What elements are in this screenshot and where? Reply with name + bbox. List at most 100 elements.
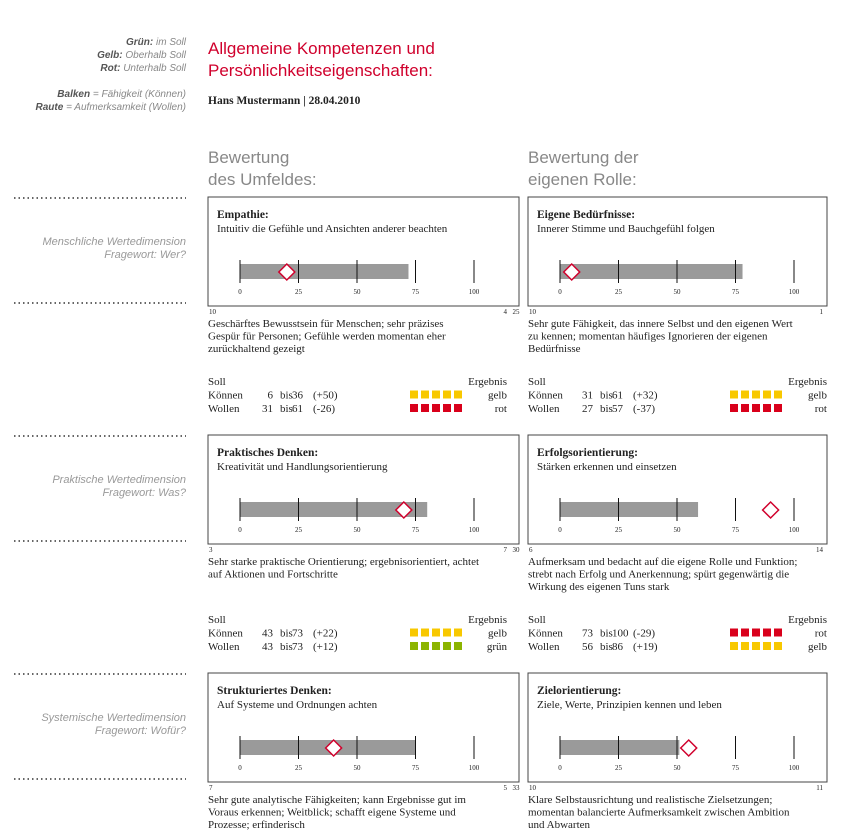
corner-right: 1 (820, 308, 824, 316)
soll-label: Wollen (208, 641, 240, 653)
soll-sep: bis (280, 641, 293, 653)
title: Allgemeine Kompetenzen und (208, 39, 435, 58)
legend-item: Gelb: Oberhalb Soll (97, 50, 187, 61)
indicator-square (730, 628, 738, 637)
result-head: Ergebnis (788, 614, 827, 626)
attention-diamond (679, 738, 698, 758)
corner-right: 14 (816, 546, 824, 554)
indicator-square (763, 642, 771, 650)
scale-label: 25 (295, 526, 303, 534)
dimension-label: Praktische Wertedimension (52, 474, 186, 486)
description: Bedürfnisse (528, 343, 581, 355)
card (207, 434, 520, 545)
dimension-label: Fragewort: Wer? (104, 249, 187, 261)
card-title: Praktisches Denken: (217, 447, 318, 459)
scale-label: 100 (789, 764, 800, 772)
soll-sep: bis (600, 390, 613, 402)
card (527, 672, 828, 783)
scale-label: 100 (469, 764, 480, 772)
indicator-square (752, 628, 760, 637)
legend-key: Gelb: (97, 50, 123, 61)
attention-diamond (562, 262, 581, 282)
soll-to: 61 (292, 403, 303, 415)
indicator-square (443, 628, 451, 637)
soll-from: 27 (582, 403, 594, 415)
indicator-square (443, 404, 451, 412)
soll-label: Können (208, 628, 243, 640)
soll-diff: (+12) (313, 641, 338, 653)
indicator-square (741, 628, 749, 637)
soll-result: gelb (808, 390, 827, 402)
indicator-square (432, 390, 440, 399)
soll-label: Wollen (528, 403, 560, 415)
soll-diff: (+50) (313, 390, 338, 402)
card-title: Empathie: (217, 209, 269, 221)
card-subtitle: Intuitiv die Gefühle und Ansichten ander… (217, 223, 448, 235)
indicator-square (443, 390, 451, 399)
soll-diff: (+19) (633, 641, 658, 653)
card-subtitle: Innerer Stimme und Bauchgefühl folgen (537, 223, 715, 235)
indicator-square (730, 390, 738, 399)
card-title: Zielorientierung: (537, 685, 621, 697)
scale-label: 0 (558, 526, 562, 534)
ability-bar (240, 264, 409, 279)
between-number: 25 (513, 308, 521, 316)
scale-label: 25 (295, 288, 303, 296)
soll-sep: bis (280, 403, 293, 415)
result-head: Ergebnis (788, 376, 827, 388)
indicator-square (763, 628, 771, 637)
scale-label: 75 (412, 526, 420, 534)
card-title: Erfolgsorientierung: (537, 447, 638, 459)
soll-diff: (+32) (633, 390, 658, 402)
card (527, 434, 828, 545)
column-header: Bewertung (208, 148, 289, 167)
indicator-square (443, 642, 451, 650)
scale-label: 50 (674, 526, 682, 534)
soll-result: rot (495, 403, 507, 415)
legend-item: Grün: im Soll (126, 37, 187, 48)
legend-key: Rot: (100, 63, 120, 74)
indicator-square (774, 628, 782, 637)
soll-sep: bis (280, 390, 293, 402)
scale-label: 50 (354, 764, 362, 772)
soll-sep: bis (280, 628, 293, 640)
soll-from: 31 (582, 390, 593, 402)
soll-to: 73 (292, 628, 304, 640)
scale-label: 25 (295, 764, 303, 772)
soll-diff: (-29) (633, 628, 655, 640)
indicator-square (454, 628, 462, 637)
between-number: 30 (513, 546, 521, 554)
indicator-square (774, 404, 782, 412)
soll-to: 73 (292, 641, 304, 653)
indicator-square (454, 390, 462, 399)
scale-label: 100 (469, 288, 480, 296)
description: Klare Selbstausrichtung und realistische… (528, 794, 772, 806)
soll-result: grün (487, 641, 508, 653)
corner-left: 6 (529, 546, 533, 554)
legend-text: Oberhalb Soll (125, 50, 186, 61)
soll-result: rot (815, 403, 827, 415)
scale-label: 75 (412, 764, 420, 772)
corner-right: 11 (816, 784, 823, 792)
description: Aufmerksam und bedacht auf die eigene Ro… (528, 556, 797, 568)
indicator-square (410, 628, 418, 637)
card (207, 196, 520, 307)
attention-diamond (394, 500, 413, 520)
soll-to: 86 (612, 641, 624, 653)
corner-right: 5 (504, 784, 508, 792)
legend-item: Balken = Fähigkeit (Können) (57, 89, 186, 100)
soll-diff: (+22) (313, 628, 338, 640)
ability-bar (560, 502, 699, 517)
scale-label: 25 (615, 526, 623, 534)
soll-to: 36 (292, 390, 304, 402)
result-head: Ergebnis (468, 614, 507, 626)
soll-sep: bis (600, 641, 613, 653)
soll-head: Soll (528, 614, 546, 626)
corner-left: 3 (209, 546, 213, 554)
card (527, 196, 828, 307)
column-header: des Umfeldes: (208, 170, 317, 189)
corner-right: 7 (504, 546, 508, 554)
soll-diff: (-26) (313, 403, 335, 415)
title: Persönlichkeitseigenschaften: (208, 61, 433, 80)
legend-key: Grün: (126, 37, 153, 48)
